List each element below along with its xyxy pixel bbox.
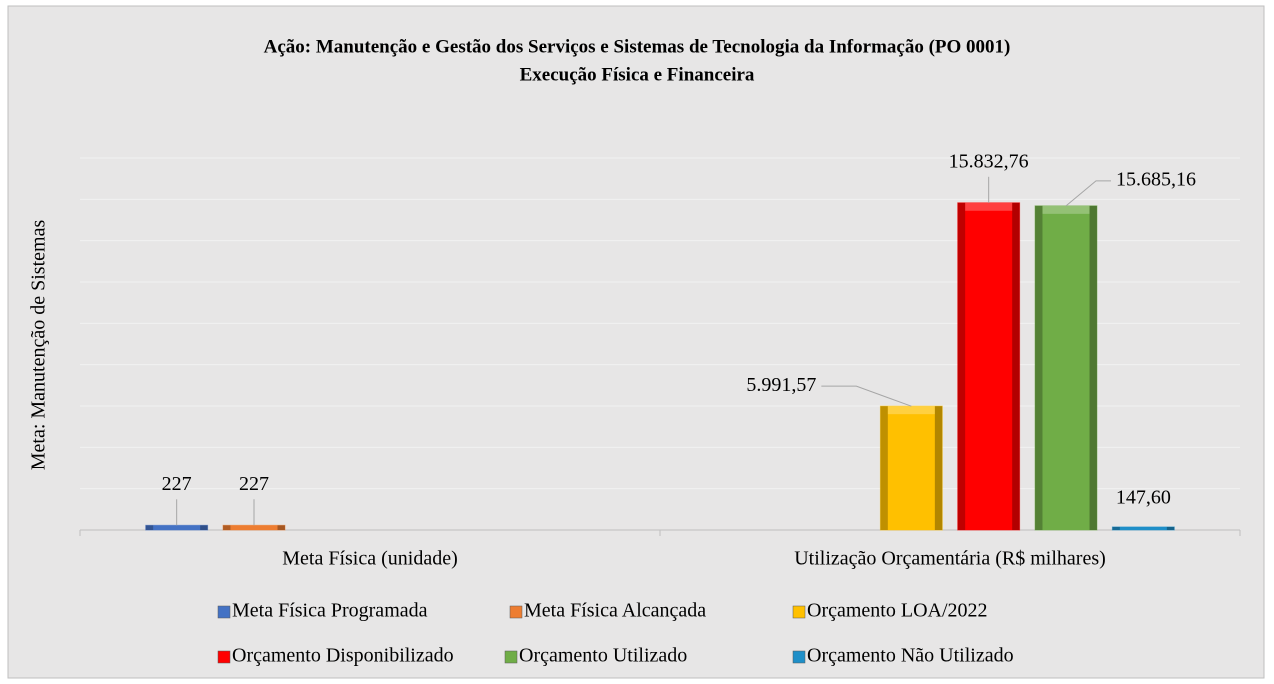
legend-label: Meta Física Programada: [232, 600, 428, 622]
legend-label: Orçamento Disponibilizado: [232, 645, 454, 667]
legend-swatch: [504, 650, 518, 664]
bar-shade: [277, 525, 285, 530]
bar-shade: [1035, 205, 1043, 530]
data-label: 5.991,57: [746, 374, 816, 396]
bar-shade: [223, 525, 231, 530]
bar-shade: [145, 525, 154, 530]
legend-swatch: [792, 605, 806, 619]
data-label: 227: [239, 473, 269, 495]
bar-shade: [957, 202, 966, 531]
bar: [145, 524, 209, 531]
bar-shade: [200, 525, 208, 530]
legend-swatch: [217, 605, 231, 619]
bar-highlight: [1042, 205, 1090, 214]
data-label: 15.685,16: [1116, 168, 1196, 190]
y-axis-label: Meta: Manutenção de Sistemas: [28, 220, 50, 471]
bar-shade: [1012, 202, 1020, 531]
bar: [957, 202, 1021, 531]
bar-shade: [1112, 526, 1120, 530]
legend-swatch: [792, 650, 806, 664]
bar-shade: [880, 406, 888, 530]
bar-highlight: [887, 406, 935, 415]
chart-subtitle: Execução Física e Financeira: [520, 64, 755, 85]
legend-label: Meta Física Alcançada: [524, 600, 706, 622]
legend-label: Orçamento Utilizado: [519, 645, 687, 667]
legend-label: Orçamento Não Utilizado: [807, 645, 1014, 667]
chart-title: Ação: Manutenção e Gestão dos Serviços e…: [264, 36, 1011, 57]
bar-shade: [1089, 205, 1097, 530]
bar: [222, 524, 286, 531]
x-tick-label: Utilização Orçamentária (R$ milhares): [794, 548, 1106, 570]
legend-swatch: [217, 650, 231, 664]
legend-swatch: [509, 605, 523, 619]
bar-shade: [934, 406, 943, 530]
data-label: 15.832,76: [949, 150, 1029, 172]
legend-label: Orçamento LOA/2022: [807, 600, 988, 622]
bar-shade: [1166, 526, 1175, 530]
bar: [1034, 205, 1098, 531]
bar: [1111, 526, 1175, 531]
x-tick-label: Meta Física (unidade): [282, 548, 458, 570]
bar: [879, 405, 943, 531]
bar-highlight: [965, 202, 1013, 211]
data-label: 227: [162, 473, 192, 495]
leader-line: [1065, 180, 1111, 207]
data-label: 147,60: [1116, 487, 1171, 509]
leader-line: [821, 385, 912, 407]
